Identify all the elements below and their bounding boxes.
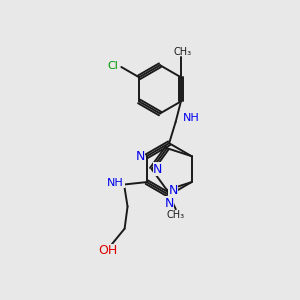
Text: N: N: [153, 163, 163, 176]
Text: Cl: Cl: [107, 61, 118, 70]
Text: CH₃: CH₃: [167, 209, 185, 220]
Text: N: N: [135, 150, 145, 163]
Text: CH₃: CH₃: [173, 47, 191, 57]
Text: N: N: [164, 196, 174, 209]
Text: NH: NH: [107, 178, 124, 188]
Text: NH: NH: [183, 113, 200, 124]
Text: OH: OH: [98, 244, 118, 257]
Text: N: N: [168, 184, 178, 196]
